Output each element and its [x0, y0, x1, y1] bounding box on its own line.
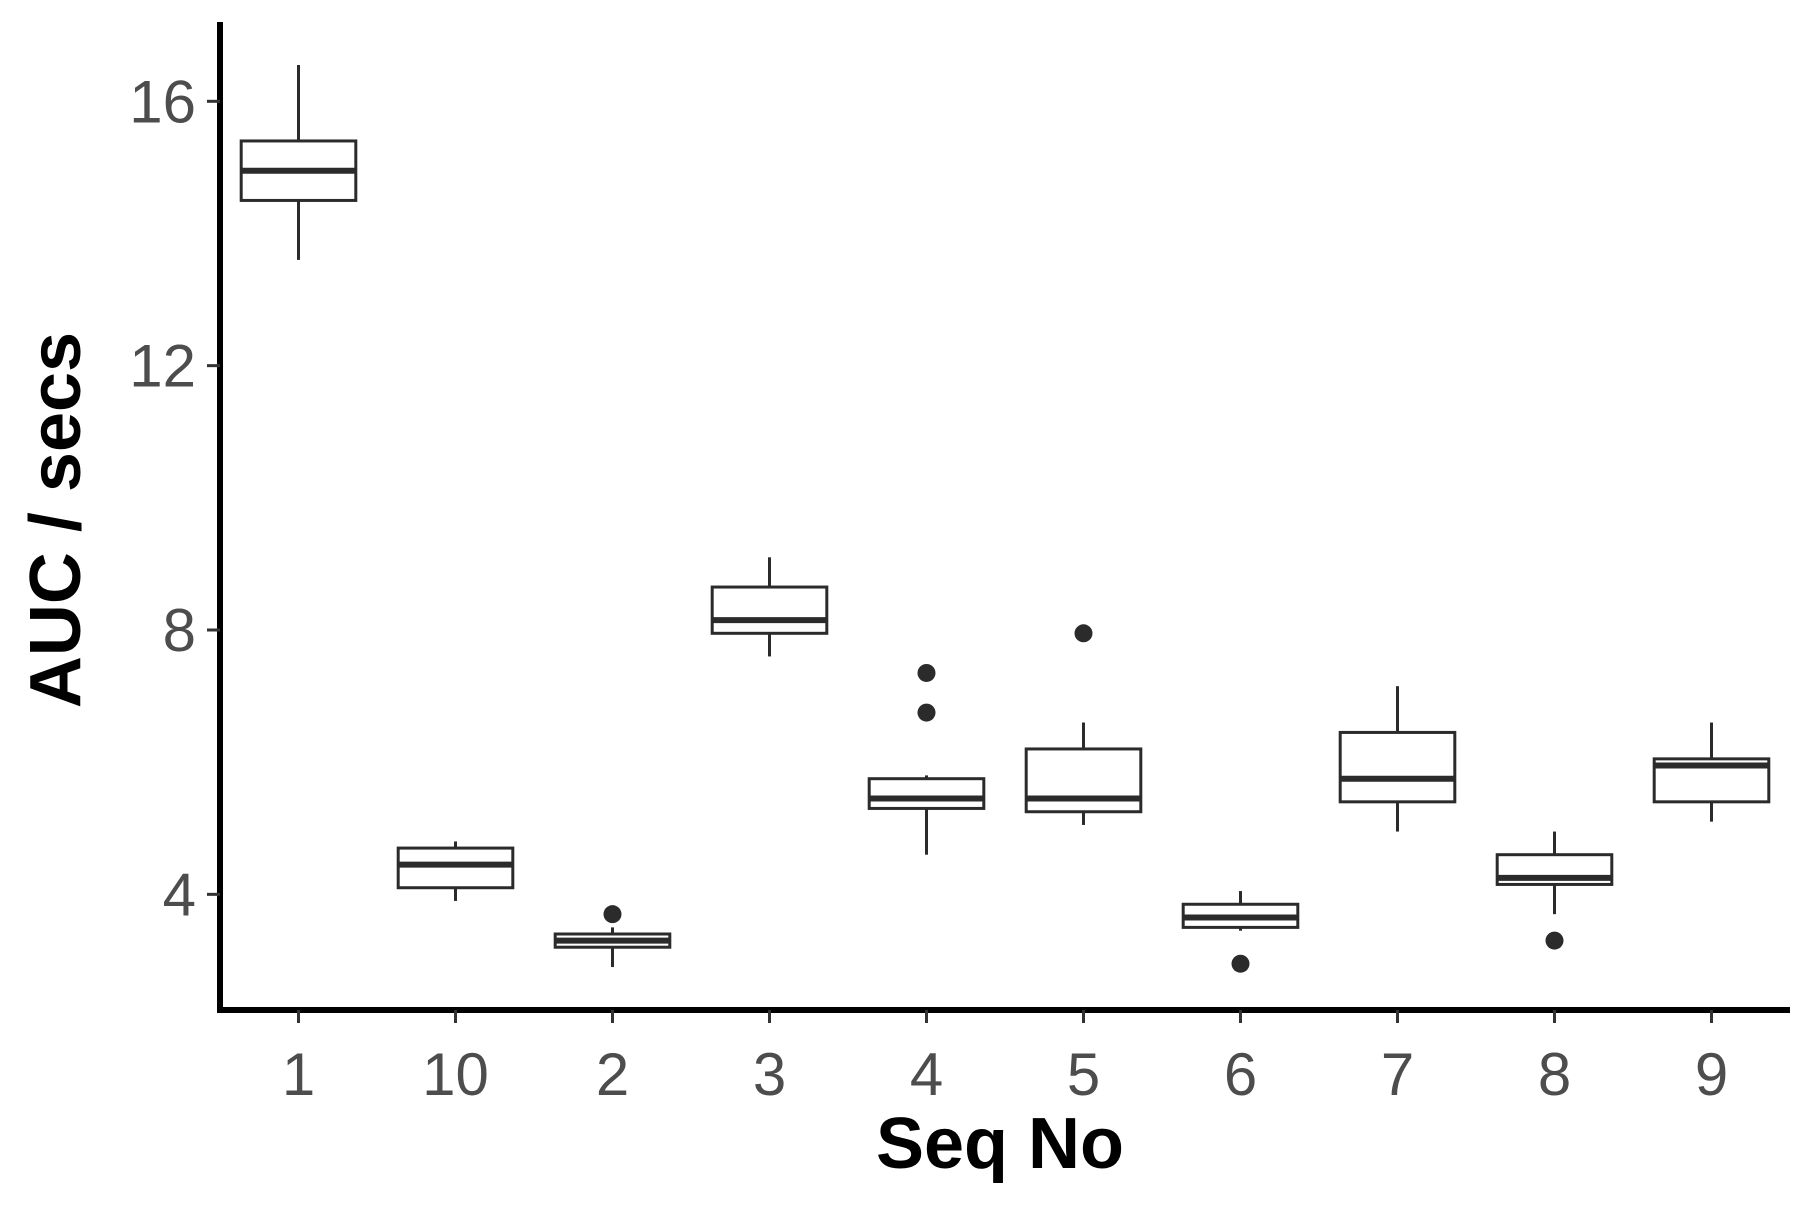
outlier-point: [603, 905, 622, 924]
box-2: [553, 905, 672, 968]
y-axis-title: AUC / secs: [16, 332, 96, 708]
box-iqr: [710, 585, 829, 635]
y-tick-label: 4: [163, 861, 196, 928]
x-tick-label: 5: [1067, 1041, 1100, 1108]
box-6: [1181, 891, 1300, 973]
box-iqr: [396, 846, 515, 890]
box-5: [1024, 624, 1143, 825]
outlier-point: [917, 663, 936, 682]
axes-layer: [217, 22, 1790, 1013]
box-iqr: [867, 777, 986, 810]
outlier-point: [1074, 624, 1093, 643]
x-ticks: 1 10 2 3 4 5 6 7 8 9: [282, 1010, 1728, 1108]
y-tick-label: 16: [129, 68, 196, 135]
x-axis-title: Seq No: [876, 1104, 1124, 1184]
y-tick-label: 8: [163, 597, 196, 664]
y-tick-label: 12: [129, 333, 196, 400]
x-tick-label: 8: [1538, 1041, 1571, 1108]
outlier-point: [1545, 931, 1564, 950]
outlier-point: [1231, 954, 1250, 973]
x-tick-label: 9: [1695, 1041, 1728, 1108]
box-7: [1338, 686, 1457, 832]
box-iqr: [1338, 730, 1457, 804]
box-10: [396, 841, 515, 901]
x-tick-label: 3: [753, 1041, 786, 1108]
y-ticks: 4 8 12 16: [129, 68, 220, 928]
x-tick-label: 10: [422, 1041, 489, 1108]
x-tick-label: 1: [282, 1041, 315, 1108]
x-tick-label: 4: [910, 1041, 943, 1108]
outlier-point: [917, 703, 936, 722]
x-tick-label: 2: [596, 1041, 629, 1108]
x-tick-label: 6: [1224, 1041, 1257, 1108]
box-1: [239, 64, 358, 260]
boxes-layer: [239, 64, 1771, 973]
box-3: [710, 557, 829, 657]
box-9: [1652, 722, 1771, 822]
box-4: [867, 663, 986, 855]
box-8: [1495, 831, 1614, 950]
x-tick-label: 7: [1381, 1041, 1414, 1108]
box-iqr: [1024, 747, 1143, 814]
